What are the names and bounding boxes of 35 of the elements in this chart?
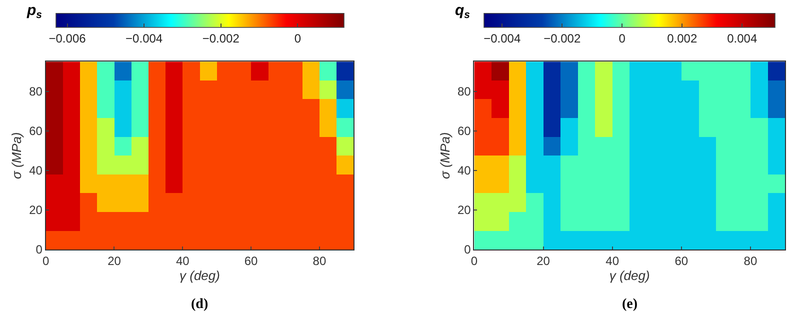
- color-bar-label: 0.004: [727, 32, 758, 46]
- y-tick-label: 80: [29, 84, 43, 98]
- x-tick-label: 60: [244, 254, 258, 268]
- color-bar-title: q$_{s}$: [455, 2, 470, 22]
- x-tick-label: 80: [744, 254, 758, 268]
- x-tick-label: 20: [536, 254, 550, 268]
- y-tick-label: 80: [457, 84, 472, 98]
- text: (d): [191, 297, 208, 312]
- y-tick-label: 40: [29, 164, 43, 178]
- color-bar-label: 0: [618, 32, 626, 46]
- x-tick-label: 60: [674, 254, 688, 268]
- x-axis-title: γ (deg): [180, 268, 220, 283]
- y-tick-label: 20: [457, 203, 472, 218]
- x-tick-label: 40: [176, 254, 190, 268]
- color-bar-title: p$_{s}$: [26, 2, 42, 22]
- y-tick-label: 0: [464, 242, 472, 257]
- color-bar-label: −0.002: [202, 32, 240, 46]
- y-axis-title: σ (MPa): [437, 132, 452, 179]
- y-tick-label: 60: [29, 124, 43, 138]
- color-bar-label: 0.002: [667, 32, 698, 46]
- x-tick-label: 80: [312, 254, 326, 268]
- y-tick-label: 40: [457, 164, 472, 178]
- color-bar-label: −0.004: [484, 32, 521, 46]
- x-tick-label: 20: [108, 254, 122, 268]
- y-axis-title: σ (MPa): [9, 132, 24, 179]
- text: (e): [622, 297, 638, 312]
- y-tick-label: 60: [457, 124, 472, 138]
- y-tick-label: 0: [36, 242, 43, 257]
- color-bar-label: −0.006: [48, 32, 86, 46]
- color-bar-label: −0.004: [126, 32, 163, 46]
- color-bar-label: −0.002: [544, 32, 581, 46]
- x-tick-label: 40: [606, 254, 620, 268]
- color-bar-label: 0: [294, 32, 302, 46]
- y-tick-label: 20: [29, 203, 43, 218]
- x-axis-title: γ (deg): [609, 268, 650, 283]
